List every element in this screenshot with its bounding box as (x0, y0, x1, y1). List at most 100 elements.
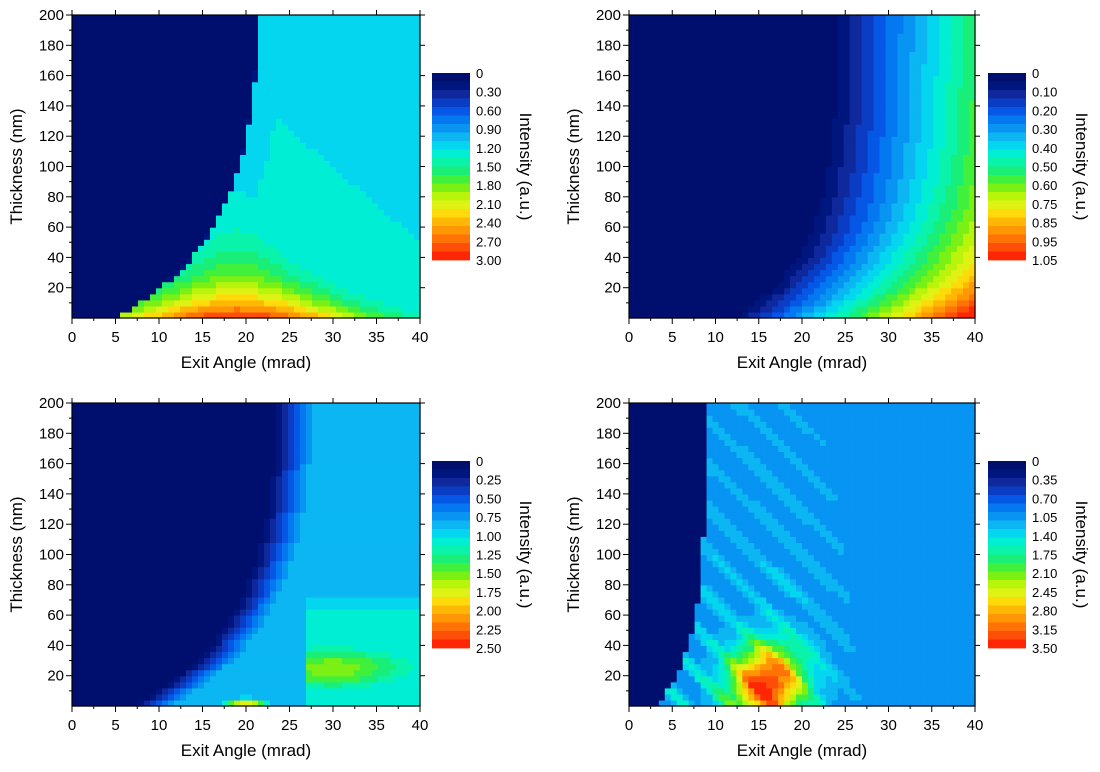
heatmap-cell (688, 263, 696, 271)
heatmap-cell (790, 51, 797, 59)
heatmap-cell (156, 118, 163, 125)
heatmap-cell (144, 154, 151, 162)
heatmap-cell (162, 208, 169, 216)
heatmap-cell (742, 172, 749, 180)
heatmap-cell (378, 287, 385, 295)
heatmap-cell (676, 196, 684, 204)
heatmap-cell (736, 281, 743, 289)
heatmap-cell (204, 148, 211, 155)
heatmap-cell (688, 51, 696, 59)
heatmap-cell (210, 87, 217, 95)
heatmap-cell (372, 154, 379, 162)
colorbar-swatch (432, 107, 470, 116)
heatmap-cell (72, 160, 79, 168)
heatmap-cell (264, 190, 271, 198)
heatmap-cell (634, 136, 642, 143)
heatmap-cell (396, 81, 403, 89)
heatmap-cell (378, 160, 385, 168)
heatmap-cell (162, 136, 169, 143)
heatmap-cell (192, 221, 199, 228)
heatmap-cell (736, 111, 743, 119)
heatmap-cell (306, 184, 313, 192)
heatmap-cell (766, 190, 773, 198)
heatmap-cell (276, 245, 283, 252)
heatmap-cell (264, 87, 271, 95)
heatmap-cell (384, 257, 391, 265)
heatmap-cell (288, 251, 295, 258)
heatmap-cell (652, 63, 660, 71)
heatmap-cell (658, 130, 666, 137)
heatmap-cell (216, 69, 223, 77)
heatmap-cell (144, 202, 151, 210)
heatmap-cell (819, 269, 827, 277)
heatmap-cell (240, 233, 247, 240)
heatmap-cell (300, 208, 307, 216)
heatmap-cell (790, 45, 797, 52)
heatmap-cell (306, 33, 313, 40)
heatmap-cell (204, 227, 211, 234)
heatmap-cell (378, 81, 385, 89)
heatmap-cell (712, 208, 720, 216)
heatmap-cell (288, 275, 295, 283)
heatmap-cell (168, 245, 175, 252)
heatmap-cell (402, 130, 409, 137)
heatmap-cell (324, 214, 331, 222)
heatmap-cell (694, 221, 702, 228)
heatmap-cell (396, 293, 403, 301)
heatmap-cell (246, 263, 253, 271)
heatmap-cell (318, 172, 325, 180)
heatmap-cell (126, 196, 133, 204)
heatmap-cell (640, 81, 648, 89)
heatmap-cell (736, 33, 743, 40)
heatmap-cell (216, 172, 223, 180)
heatmap-cell (736, 87, 743, 95)
heatmap-cell (855, 69, 863, 77)
heatmap-cell (132, 178, 139, 186)
heatmap-cell (730, 257, 737, 265)
heatmap-cell (246, 57, 253, 65)
heatmap-cell (222, 214, 229, 222)
heatmap-cell (712, 311, 720, 319)
heatmap-cell (688, 33, 696, 40)
heatmap-cell (264, 233, 271, 240)
heatmap-cell (240, 93, 247, 101)
heatmap-cell (294, 275, 301, 283)
heatmap-cell (694, 160, 702, 168)
heatmap-cell (78, 196, 85, 204)
heatmap-cell (849, 287, 857, 295)
heatmap-cell (825, 299, 833, 307)
heatmap-cell (670, 93, 678, 101)
heatmap-cell (366, 111, 373, 119)
heatmap-cell (186, 27, 193, 34)
heatmap-cell (712, 178, 720, 186)
heatmap-cell (796, 178, 803, 186)
heatmap-cell (258, 15, 265, 22)
heatmap-cell (694, 184, 702, 192)
heatmap-cell (402, 184, 409, 192)
heatmap-cell (652, 251, 660, 258)
heatmap-cell (216, 124, 223, 131)
heatmap-cell (796, 239, 803, 246)
heatmap-cell (300, 269, 307, 277)
heatmap-cell (384, 63, 391, 71)
heatmap-cell (366, 87, 373, 95)
heatmap-cell (330, 214, 337, 222)
heatmap-cell (629, 39, 636, 46)
heatmap-cell (825, 160, 833, 168)
heatmap-cell (258, 263, 265, 271)
heatmap-cell (670, 178, 678, 186)
heatmap-cell (748, 99, 755, 107)
heatmap-cell (114, 275, 121, 283)
heatmap-cell (222, 57, 229, 65)
heatmap-cell (396, 305, 403, 313)
heatmap-cell (318, 99, 325, 107)
heatmap-cell (778, 208, 785, 216)
heatmap-cell (300, 130, 307, 137)
heatmap-cell (342, 27, 349, 34)
heatmap-cell (234, 124, 241, 131)
heatmap-cell (742, 221, 749, 228)
heatmap-cell (78, 178, 85, 186)
heatmap-cell (150, 45, 157, 52)
heatmap-cell (825, 124, 833, 131)
heatmap-cell (240, 39, 247, 46)
